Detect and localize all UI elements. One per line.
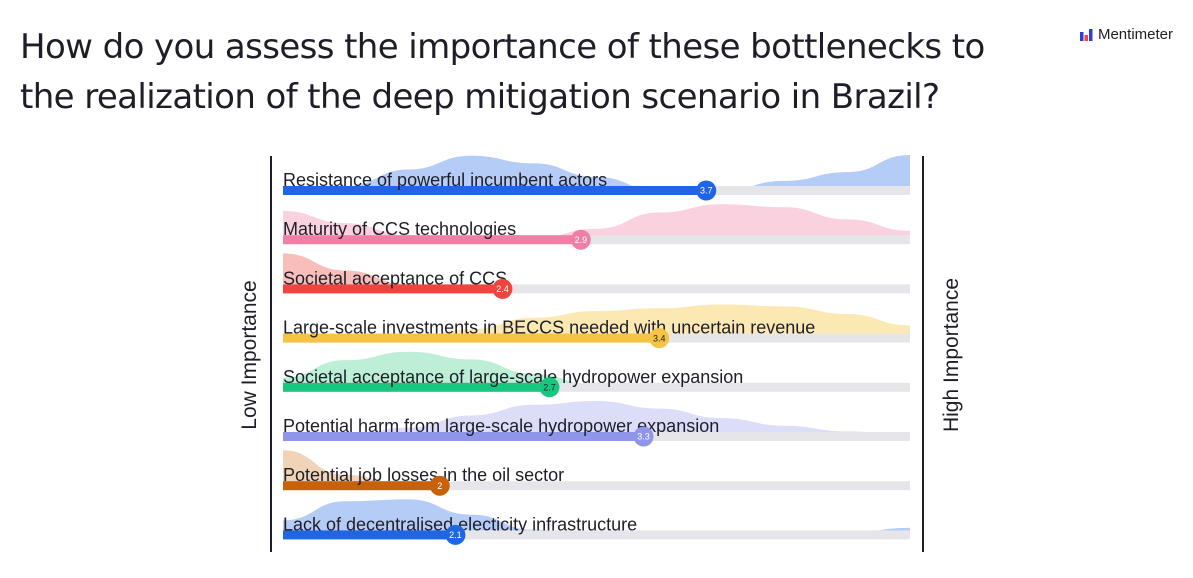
value-bar [283,530,456,540]
chart-rows: Resistance of powerful incumbent actors 3… [283,155,910,545]
brand-logo: Mentimeter [1079,26,1173,43]
low-importance-label: Low Importance [238,280,261,429]
value-marker [492,278,513,299]
value-marker [429,475,450,496]
bar-track [283,530,910,540]
value-label: 3.3 [637,432,650,442]
item-label: Societal acceptance of CCS [283,268,507,288]
distribution-curve [283,155,910,193]
item-label: Resistance of powerful incumbent actors [283,170,607,190]
value-bar [283,382,550,392]
item-label: Societal acceptance of large-scale hydro… [283,367,743,387]
value-bar [283,284,503,294]
brand-name: Mentimeter [1097,26,1173,43]
item-label: Lack of decentralised electicity infrast… [283,514,637,534]
bar-track [283,382,910,392]
value-bar [283,235,581,245]
value-marker [539,377,560,398]
value-marker [633,426,654,447]
value-bar [283,481,440,491]
value-label: 3.7 [700,186,713,196]
item-label: Maturity of CCS technologies [283,219,516,239]
page-title: How do you assess the importance of thes… [20,27,985,117]
bar-track [283,235,910,245]
mentimeter-logo-icon [1079,28,1093,41]
high-importance-label: High Importance [940,278,963,432]
value-bar [283,333,660,343]
value-label: 2.7 [543,383,556,393]
value-label: 2.4 [496,284,509,294]
distribution-curve [283,304,910,341]
value-marker [570,229,591,250]
value-bar [283,432,644,441]
value-label: 2.9 [575,235,588,245]
item-label: Potential job losses in the oil sector [283,465,564,485]
value-bar [283,186,707,195]
value-label: 3.4 [653,333,666,343]
value-marker [649,328,670,349]
item-label: Potential harm from large-scale hydropow… [283,416,719,436]
value-marker [696,180,717,201]
bar-track [283,481,910,491]
value-label: 2.1 [449,530,462,540]
bar-track [283,284,910,294]
value-marker [445,524,466,545]
distribution-curve [283,351,910,390]
value-label: 2 [437,481,442,491]
item-label: Large-scale investments in BECCS needed … [283,318,815,338]
distribution-curve [283,499,910,538]
distribution-curve [283,401,910,439]
distribution-curve [283,204,910,243]
